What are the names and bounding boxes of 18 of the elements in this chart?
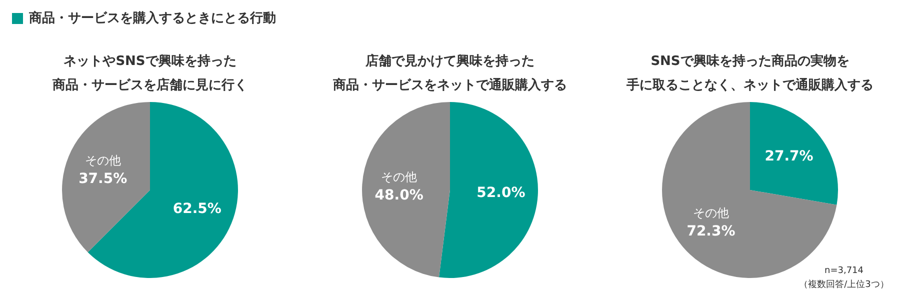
slice-label: その他 — [692, 206, 729, 220]
data-label: 37.5% — [78, 171, 128, 188]
chart-title: 店舗で見かけて興味を持った — [364, 52, 536, 71]
slice-label: その他 — [381, 170, 418, 184]
chart-subtitle: 商品・サービスを店舗に見に行く — [52, 76, 248, 95]
data-label: 48.0% — [374, 187, 424, 204]
chart-subtitle: 手に取ることなく、ネットで通販購入する — [626, 76, 874, 95]
text: 商品・サービスを購入するときにとる行動 — [29, 10, 276, 27]
text: n=3,714 — [823, 265, 864, 278]
chart-title: ネットやSNSで興味を持った — [62, 53, 238, 71]
data-label: 72.3% — [686, 224, 736, 240]
text: （複数回答/上位3つ） — [798, 278, 890, 292]
chart-subtitle: 商品・サービスをネットで通販購入する — [332, 76, 568, 95]
chart-title: SNSで興味を持った商品の実物を — [650, 52, 850, 71]
data-label: 52.0% — [476, 184, 526, 201]
data-label: 62.5% — [172, 201, 222, 218]
data-label: 27.7% — [764, 148, 814, 165]
slice-label: その他 — [84, 154, 121, 168]
